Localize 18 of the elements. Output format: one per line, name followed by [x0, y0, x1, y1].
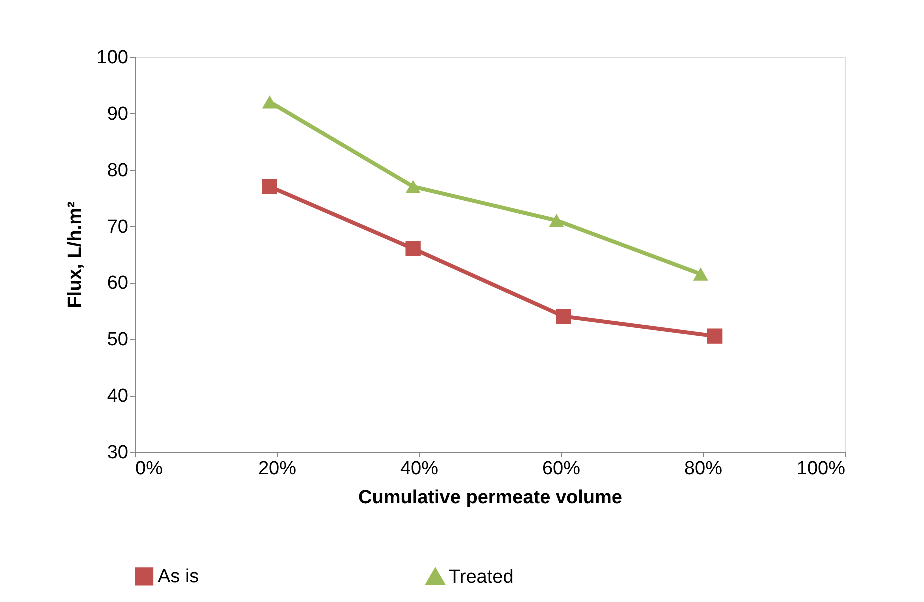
x-tick-label: 60% — [542, 458, 581, 480]
y-tick-label: 80 — [107, 160, 128, 182]
y-tick-label: 90 — [107, 104, 128, 125]
x-tick-label: 100% — [796, 458, 846, 480]
x-tick-label: 40% — [400, 458, 439, 480]
y-tick-label: 100 — [96, 48, 128, 68]
x-tick-label: 80% — [684, 458, 723, 480]
y-tick-label: 70 — [107, 216, 128, 238]
legend-label: As is — [158, 566, 200, 588]
x-tick-label: 20% — [258, 458, 297, 480]
legend-label: Treated — [449, 567, 514, 588]
x-tick-label: 0% — [136, 458, 164, 480]
x-axis-title: Cumulative permeate volume — [358, 488, 622, 508]
y-tick-label: 60 — [107, 273, 128, 294]
y-axis-title: Flux, L/h.m² — [64, 202, 86, 308]
y-tick-label: 40 — [107, 386, 128, 408]
y-tick-label: 30 — [107, 442, 128, 464]
y-tick-label: 50 — [107, 330, 128, 351]
